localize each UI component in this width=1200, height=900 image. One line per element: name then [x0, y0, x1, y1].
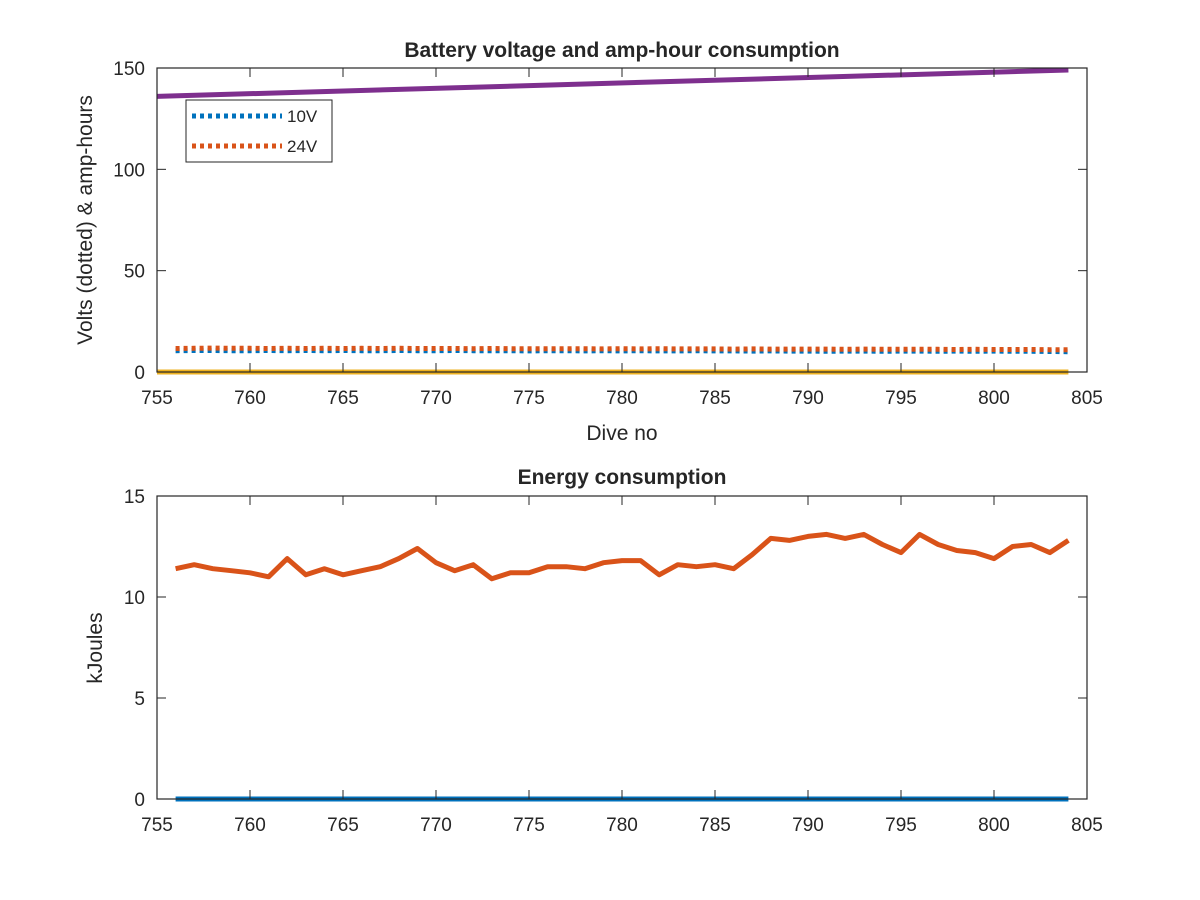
legend: 10V 24V — [185, 99, 333, 163]
axes-battery: 755 760 765 770 775 780 785 790 795 800 805 0 50 100 1… — [113, 59, 1103, 409]
plot-area-energy — [157, 496, 1087, 799]
x-tick-label: 770 — [420, 815, 452, 836]
x-tick-label: 795 — [885, 388, 917, 409]
legend-label-10v: 10V — [287, 107, 318, 126]
y-tick-label: 15 — [124, 487, 145, 508]
y-tick-label: 50 — [124, 262, 145, 283]
y-tick-label: 10 — [124, 588, 145, 609]
x-tick-label: 780 — [606, 815, 638, 836]
x-tick-label: 775 — [513, 815, 545, 836]
x-tick-label: 800 — [978, 815, 1010, 836]
y-tick-label: 5 — [134, 689, 145, 710]
x-tick-label: 785 — [699, 815, 731, 836]
x-tick-label: 755 — [141, 815, 173, 836]
x-tick-label: 800 — [978, 388, 1010, 409]
series-line-battery-24v — [175, 345, 1069, 353]
chart-title-battery: Battery voltage and amp-hour consumption — [404, 39, 839, 62]
y-tick-label: 150 — [113, 59, 145, 80]
axes-energy: 755 760 765 770 775 780 785 790 795 800 805 0 5 10 15 — [124, 487, 1103, 836]
series-line-energy-2 — [175, 531, 1070, 582]
x-tick-label: 805 — [1071, 815, 1103, 836]
x-tick-label: 790 — [792, 388, 824, 409]
x-tick-label: 790 — [792, 815, 824, 836]
legend-box — [185, 99, 333, 163]
subplot-battery: 755 760 765 770 775 780 785 790 795 800 805 0 50 100 1… — [74, 39, 1103, 445]
subplot-energy: 755 760 765 770 775 780 785 790 795 800 805051015 … — [84, 466, 1103, 836]
y-axis-label-energy: kJoules — [84, 612, 107, 683]
x-axis-label-battery: Dive no — [586, 422, 657, 445]
y-axis-label-battery: Volts (dotted) & amp-hours — [74, 95, 97, 345]
chart-title-energy: Energy consumption — [518, 466, 727, 489]
x-tick-label: 760 — [234, 388, 266, 409]
series-line-battery-3 — [156, 67, 1069, 99]
x-tick-label: 805 — [1071, 388, 1103, 409]
y-tick-label: 0 — [134, 790, 145, 811]
x-tick-label: 760 — [234, 815, 266, 836]
x-tick-label: 795 — [885, 815, 917, 836]
x-tick-label: 785 — [699, 388, 731, 409]
x-tick-label: 765 — [327, 388, 359, 409]
x-tick-label: 765 — [327, 815, 359, 836]
y-tick-label: 0 — [134, 363, 145, 384]
x-tick-label: 755 — [141, 388, 173, 409]
legend-label-24v: 24V — [287, 137, 318, 156]
x-tick-label: 780 — [606, 388, 638, 409]
x-tick-label: 770 — [420, 388, 452, 409]
x-tick-label: 775 — [513, 388, 545, 409]
y-tick-label: 100 — [113, 160, 145, 181]
